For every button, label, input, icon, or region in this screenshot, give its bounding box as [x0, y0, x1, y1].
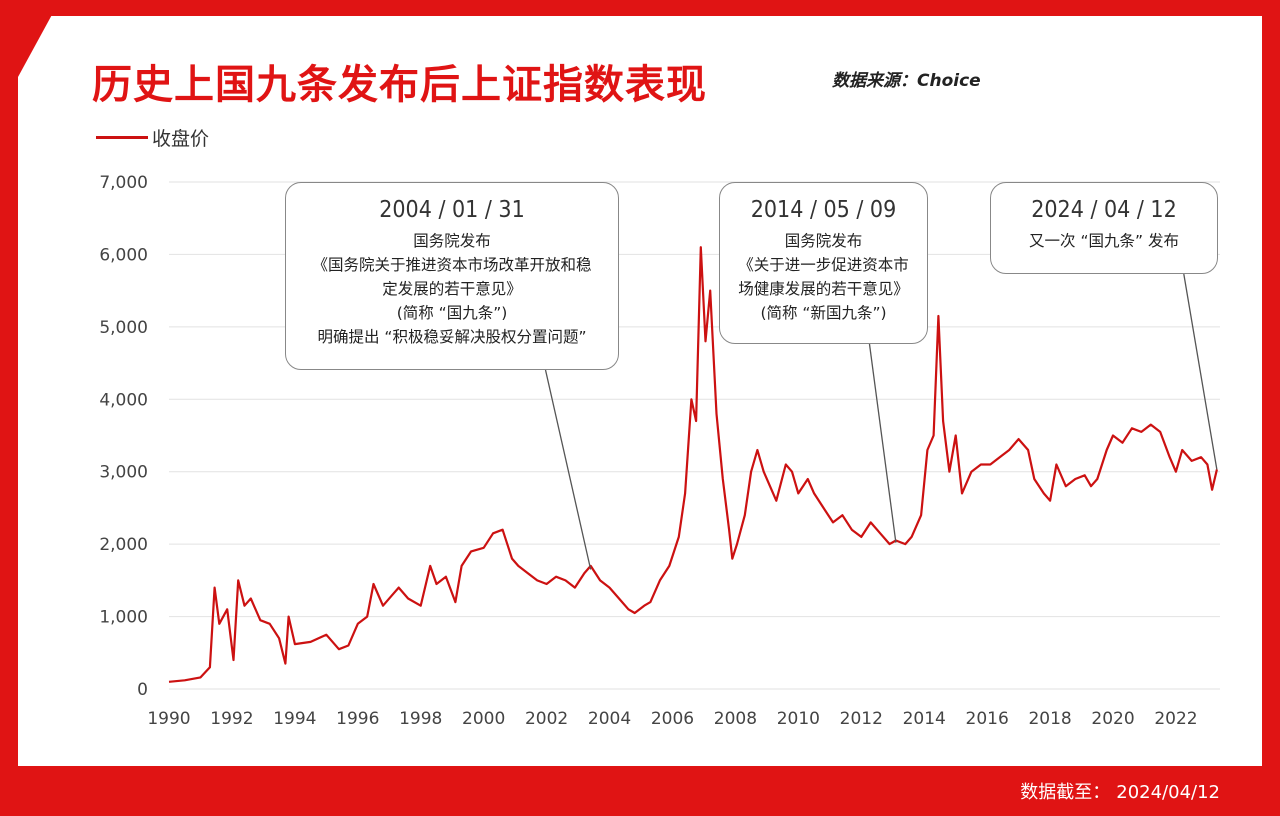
x-tick-label: 2004 — [588, 709, 631, 729]
x-tick-label: 1992 — [210, 709, 253, 729]
series-line-close-price — [168, 246, 1218, 683]
y-tick-label: 7,000 — [99, 173, 148, 193]
y-tick-label: 4,000 — [99, 390, 148, 410]
x-tick-label: 1998 — [399, 709, 442, 729]
annotation-box-2014: 2014 / 05 / 09 国务院发布 《关于进一步促进资本市 场健康发展的若… — [719, 182, 928, 344]
annotation-date: 2024 / 04 / 12 — [1031, 197, 1177, 223]
y-tick-label: 5,000 — [99, 318, 148, 338]
annotation-line: 《关于进一步促进资本市 — [738, 256, 909, 274]
x-axis-ticks: 1990 1992 1994 1996 1998 2000 2002 2004 2006 2008… — [147, 709, 1197, 729]
data-cutoff: 数据截至： 2024/04/12 — [1014, 778, 1220, 804]
annotation-line: 国务院发布 — [413, 232, 491, 250]
x-tick-label: 2014 — [903, 709, 946, 729]
annotation-connector — [1183, 273, 1218, 470]
x-tick-label: 2016 — [966, 709, 1009, 729]
x-tick-label: 2000 — [462, 709, 505, 729]
annotation-line: 国务院发布 — [784, 232, 863, 250]
x-tick-label: 2008 — [714, 709, 757, 729]
annotation-line: (简称 “新国九条”) — [760, 304, 887, 322]
data-cutoff-date: 2024/04/12 — [1116, 782, 1220, 803]
annotation-line: 《国务院关于推进资本市场改革开放和稳 — [312, 256, 592, 274]
x-tick-label: 1996 — [336, 709, 379, 729]
x-tick-label: 2010 — [777, 709, 820, 729]
annotation-connector — [868, 343, 897, 543]
annotation-line: 场健康发展的若干意见》 — [738, 280, 909, 298]
annotation-date: 2004 / 01 / 31 — [379, 197, 525, 223]
x-tick-label: 2020 — [1091, 709, 1134, 729]
data-source: 数据来源：Choice — [832, 71, 981, 91]
page-title: 历史上国九条发布后上证指数表现 — [92, 62, 707, 108]
x-tick-label: 2022 — [1154, 709, 1197, 729]
y-tick-label: 2,000 — [99, 535, 148, 555]
y-tick-label: 3,000 — [99, 463, 148, 483]
grid-lines — [169, 181, 1220, 690]
x-tick-label: 2002 — [525, 709, 568, 729]
title-corner-decoration — [0, 0, 60, 110]
annotation-line: 明确提出 “积极稳妥解决股权分置问题” — [317, 328, 587, 346]
x-tick-label: 2012 — [840, 709, 883, 729]
annotation-box-2024: 2024 / 04 / 12 又一次 “国九条” 发布 — [990, 182, 1218, 274]
y-axis-ticks: 0 1,000 2,000 3,000 4,000 5,000 6,000 7,000 — [99, 173, 148, 700]
x-tick-label: 2006 — [651, 709, 694, 729]
y-tick-label: 1,000 — [99, 608, 148, 628]
chart-panel — [18, 16, 1262, 766]
x-tick-label: 1990 — [147, 709, 190, 729]
annotation-connector — [544, 369, 592, 570]
x-tick-label: 2018 — [1028, 709, 1071, 729]
legend-label: 收盘价 — [152, 128, 210, 150]
y-tick-label: 6,000 — [99, 245, 148, 265]
x-tick-label: 1994 — [273, 709, 316, 729]
annotation-connectors — [544, 273, 1218, 570]
annotation-line: 又一次 “国九条” 发布 — [1029, 232, 1179, 250]
legend-swatch — [96, 136, 148, 139]
annotation-box-2004: 2004 / 01 / 31 国务院发布 《国务院关于推进资本市场改革开放和稳 … — [285, 182, 619, 370]
annotation-line: 定发展的若干意见》 — [382, 280, 522, 298]
data-cutoff-label: 数据截至： — [1020, 782, 1111, 803]
annotation-line: (简称 “国九条”) — [396, 304, 508, 322]
y-tick-label: 0 — [137, 680, 148, 700]
annotation-date: 2014 / 05 / 09 — [750, 197, 897, 223]
legend: 收盘价 — [96, 124, 209, 151]
